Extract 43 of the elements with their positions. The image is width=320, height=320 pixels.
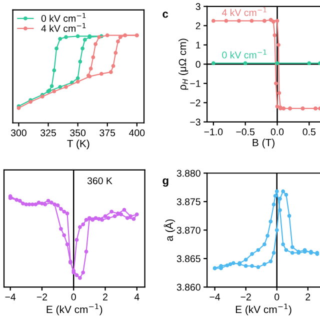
x-tick-label: −2 <box>36 294 48 300</box>
x-tick-label: −1.0 <box>204 128 223 136</box>
x-tick-label: 300 <box>10 129 26 136</box>
x-tick-label: 375 <box>100 129 116 136</box>
x-tick-label: −0.5 <box>236 128 255 136</box>
x-tick-label: −2 <box>240 294 251 300</box>
y-tick-label: 3.875 <box>176 198 200 206</box>
x-tick-label: 325 <box>40 129 56 136</box>
x-axis-title: T (K) <box>67 140 90 150</box>
text: c <box>162 12 168 18</box>
x-tick-label: 0 <box>274 294 280 300</box>
x-tick-label: −4 <box>210 294 220 300</box>
x-axis-title: E (kV cm$^{−1}$) <box>46 304 102 316</box>
x-tick-label: 4 <box>134 294 140 300</box>
y-tick-label: −2 <box>190 99 200 106</box>
series-label: 0 kV cm$^{−1}$ <box>222 50 266 58</box>
x-tick-label: 400 <box>129 129 145 136</box>
y-tick-label: 3.860 <box>176 284 200 291</box>
series-label: 4 kV cm$^{−1}$ <box>222 7 266 16</box>
y-tick-label: 0 <box>196 60 200 68</box>
y-tick-label: 3 <box>196 3 200 10</box>
legend-label: 4 kV cm$^{−1}$ <box>41 23 86 32</box>
y-tick-label: 3.880 <box>176 170 200 177</box>
x-tick-label: 0.0 <box>270 128 284 136</box>
x-tick-label: −4 <box>5 294 16 300</box>
y-tick-label: −3 <box>190 118 200 126</box>
x-tick-label: 0 <box>71 294 76 300</box>
y-tick-label: 1 <box>196 42 200 48</box>
x-tick-label: 350 <box>70 129 86 136</box>
y-axis-title: ρ$_{H}$ (μΩ cm) <box>178 38 188 90</box>
y-tick-label: 3.870 <box>176 226 200 234</box>
y-tick-label: 2 <box>196 22 200 30</box>
x-axis-title: E (kV cm$^{−1}$) <box>236 304 292 316</box>
x-axis-title: B (T) <box>252 138 274 148</box>
legend-label: 0 kV cm$^{−1}$ <box>41 13 86 22</box>
text: g <box>162 178 168 187</box>
x-tick-label: 2 <box>103 294 108 300</box>
x-tick-label: 0.5 <box>302 128 316 136</box>
text: 360 K <box>87 177 112 184</box>
y-tick-label: −1 <box>190 80 200 87</box>
y-axis-title: a (Å) <box>164 219 176 241</box>
y-tick-label: 3.865 <box>176 255 200 262</box>
x-tick-label: 2 <box>306 294 310 300</box>
